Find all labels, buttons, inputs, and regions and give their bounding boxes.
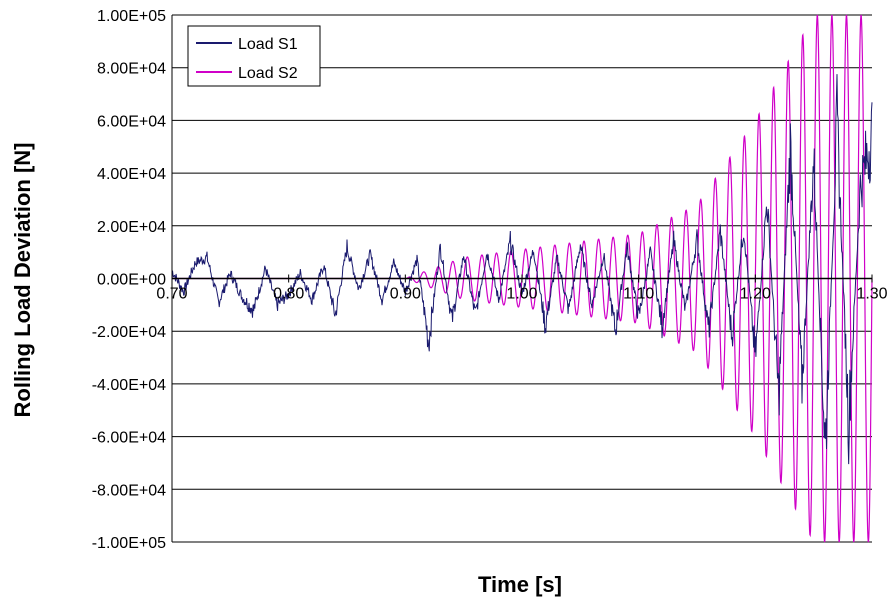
y-tick-label: -8.00E+04 — [92, 482, 166, 499]
legend-label-load-s2: Load S2 — [238, 65, 298, 82]
legend: Load S1 Load S2 — [187, 25, 321, 87]
x-tick-label: 1.20 — [740, 286, 771, 303]
y-tick-label: 8.00E+04 — [97, 61, 166, 78]
y-tick-label: -2.00E+04 — [92, 324, 166, 341]
x-axis-label: Time [s] — [478, 572, 562, 597]
y-tick-label: 4.00E+04 — [97, 166, 166, 183]
y-tick-label: -1.00E+05 — [92, 535, 166, 552]
x-tick-label: 1.00 — [506, 286, 537, 303]
x-tick-label: 0.70 — [156, 286, 187, 303]
x-tick-label: 0.80 — [273, 286, 304, 303]
x-tick-label: 1.30 — [856, 286, 887, 303]
y-tick-label: 0.00E+00 — [97, 272, 166, 289]
y-tick-labels: 1.00E+05 8.00E+04 6.00E+04 4.00E+04 2.00E+04… — [92, 8, 166, 552]
y-tick-label: 2.00E+04 — [97, 219, 166, 236]
y-axis-label: Rolling Load Deviation [N] — [10, 143, 35, 418]
y-tick-label: 6.00E+04 — [97, 113, 166, 130]
series-line-load-s1 — [171, 74, 873, 465]
y-tick-label: 1.00E+05 — [97, 8, 166, 25]
x-tick-label: 1.10 — [623, 286, 654, 303]
legend-label-load-s1: Load S1 — [238, 36, 298, 53]
x-tick-labels: 0.70 0.80 0.90 1.00 1.10 1.20 1.30 — [156, 286, 887, 303]
y-tick-label: -6.00E+04 — [92, 430, 166, 447]
axes — [171, 15, 873, 542]
y-tick-label: -4.00E+04 — [92, 377, 166, 394]
legend-box — [187, 25, 321, 87]
x-tick-label: 0.90 — [390, 286, 421, 303]
